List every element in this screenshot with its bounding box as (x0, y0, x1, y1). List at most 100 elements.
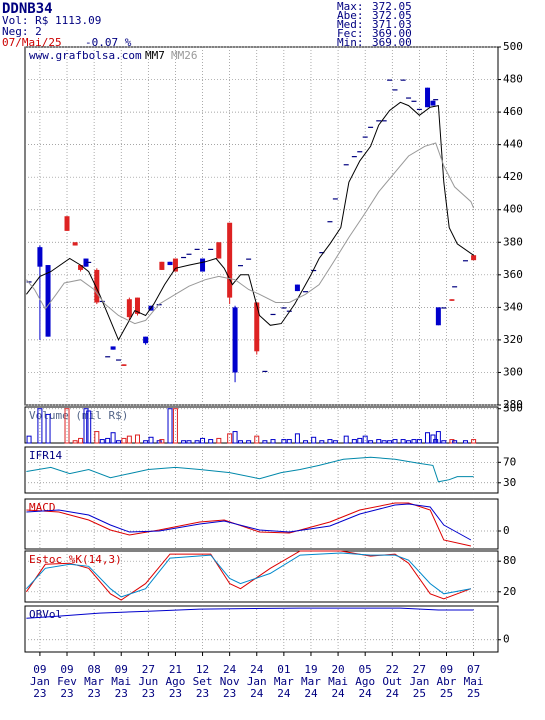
x-tick-label: 07 (467, 663, 480, 676)
stat-value: 372.05 (372, 0, 412, 13)
x-tick-label: 20 (331, 663, 344, 676)
candle-body (368, 126, 374, 128)
candle-body (281, 307, 287, 309)
volume-bar (172, 408, 178, 444)
x-tick-label: Jan (30, 675, 50, 688)
x-tick-label: Ago (166, 675, 186, 688)
candle-body (416, 108, 422, 111)
y-tick-label: 0 (503, 524, 510, 537)
series-line (26, 607, 474, 619)
series-line (26, 552, 471, 598)
volume-bar (227, 433, 233, 444)
volume-bar (327, 439, 333, 444)
x-tick-label: 25 (440, 687, 453, 700)
candle-body (406, 97, 412, 99)
x-tick-label: 27 (142, 663, 155, 676)
x-tick-label: Mar (301, 675, 321, 688)
legend-entry: MM26 (171, 49, 198, 62)
x-tick-label: Mai (328, 675, 348, 688)
volume-bar (362, 435, 368, 444)
candle-body (105, 356, 111, 358)
x-tick-label: 23 (142, 687, 155, 700)
candle-body (45, 265, 51, 337)
panel-frame (24, 550, 499, 603)
x-tick-label: 23 (196, 687, 209, 700)
volume-bar (110, 432, 116, 444)
candle-body (400, 79, 406, 81)
candle-body (83, 258, 89, 267)
candle-body (94, 269, 100, 303)
series-line (26, 101, 474, 342)
x-tick-label: Mai (464, 675, 484, 688)
candle-body (186, 253, 192, 255)
volume-bar (381, 440, 387, 444)
candle-body (172, 258, 178, 272)
candle-body (72, 242, 78, 246)
x-tick-label: Mar (274, 675, 294, 688)
candle-body (270, 313, 276, 316)
x-tick-label: 24 (331, 687, 345, 700)
candle-body (452, 286, 458, 288)
candle-body (37, 247, 43, 267)
volume-info: Vol: R$ 1113.09 (2, 14, 101, 27)
volume-bar (45, 413, 51, 444)
x-tick-label: Jun (138, 675, 158, 688)
volume-bar (148, 436, 154, 444)
y-tick-label: 320 (503, 333, 523, 346)
candle-body (232, 307, 238, 373)
candle-body (332, 198, 338, 200)
candle-body (303, 291, 309, 293)
x-tick-label: 25 (467, 687, 480, 700)
stat-value: 369.00 (372, 27, 412, 40)
y-tick-label: 340 (503, 300, 523, 313)
volume-bar (72, 440, 78, 444)
volume-bar (194, 440, 200, 444)
volume-bar (134, 434, 140, 444)
date: 07/Mai/25 (2, 36, 62, 49)
candle-body (237, 265, 243, 267)
x-tick-label: 21 (169, 663, 182, 676)
candle-body (200, 258, 206, 272)
y-tick-label: 300 (503, 402, 523, 415)
volume-bar (121, 437, 127, 444)
x-tick-label: 24 (223, 663, 237, 676)
candle-body (387, 79, 393, 81)
stat-label: Min: (337, 36, 364, 49)
candle-body (143, 336, 149, 344)
candle-body (471, 255, 477, 261)
candle-body (167, 261, 173, 266)
candle-body (294, 284, 300, 292)
x-tick-label: 23 (60, 687, 73, 700)
candle-body (121, 364, 127, 366)
y-tick-label: 420 (503, 170, 523, 183)
ticker: DDNB34 (2, 1, 53, 17)
volume-bar (433, 439, 439, 444)
x-tick-label: 09 (60, 663, 73, 676)
volume-bar (270, 439, 276, 444)
stat-value: 369.00 (372, 36, 412, 49)
candle-body (441, 307, 447, 309)
candle-body (392, 89, 398, 91)
series-line (26, 502, 472, 547)
candle-body (319, 252, 325, 254)
panel-title: www.grafbolsa.com (29, 49, 142, 62)
y-tick-label: 70 (503, 455, 516, 468)
y-tick-label: 500 (503, 40, 523, 53)
volume-bar (425, 432, 431, 444)
candle-body (86, 261, 92, 263)
candle-body (327, 221, 333, 223)
y-tick-label: 360 (503, 268, 523, 281)
volume-bar (471, 439, 477, 444)
panel-title: Estoc %K(14,3) (29, 553, 122, 566)
panel-frame (24, 46, 499, 406)
x-tick-label: Set (193, 675, 213, 688)
volume-bar (37, 408, 43, 444)
x-tick-label: 24 (277, 687, 291, 700)
volume-bar (416, 439, 422, 444)
candle-body (194, 248, 200, 250)
x-tick-label: 23 (33, 687, 46, 700)
candle-body (343, 164, 349, 166)
x-tick-label: Out (382, 675, 402, 688)
volume-bar (281, 439, 287, 444)
